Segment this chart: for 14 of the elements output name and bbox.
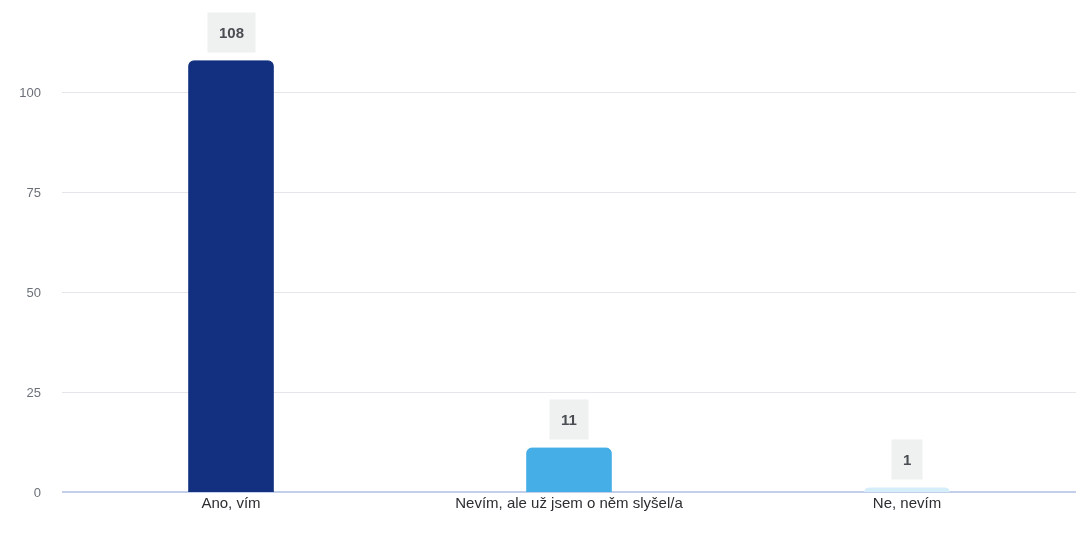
data-label: 108 (219, 24, 245, 41)
bar (188, 60, 274, 492)
data-label: 11 (561, 411, 577, 428)
y-tick-label: 100 (19, 85, 41, 101)
x-tick-label: Ano, vím (201, 494, 261, 511)
x-tick-label: Ne, nevím (872, 494, 942, 511)
bar (526, 447, 612, 492)
y-tick-label: 0 (33, 484, 41, 500)
y-tick-label: 75 (26, 185, 41, 201)
y-tick-label: 25 (26, 384, 41, 400)
data-label: 1 (903, 451, 912, 468)
y-tick-label: 50 (26, 284, 41, 300)
x-tick-label: Nevím, ale už jsem o něm slyšel/a (455, 494, 684, 511)
bar (864, 487, 950, 492)
